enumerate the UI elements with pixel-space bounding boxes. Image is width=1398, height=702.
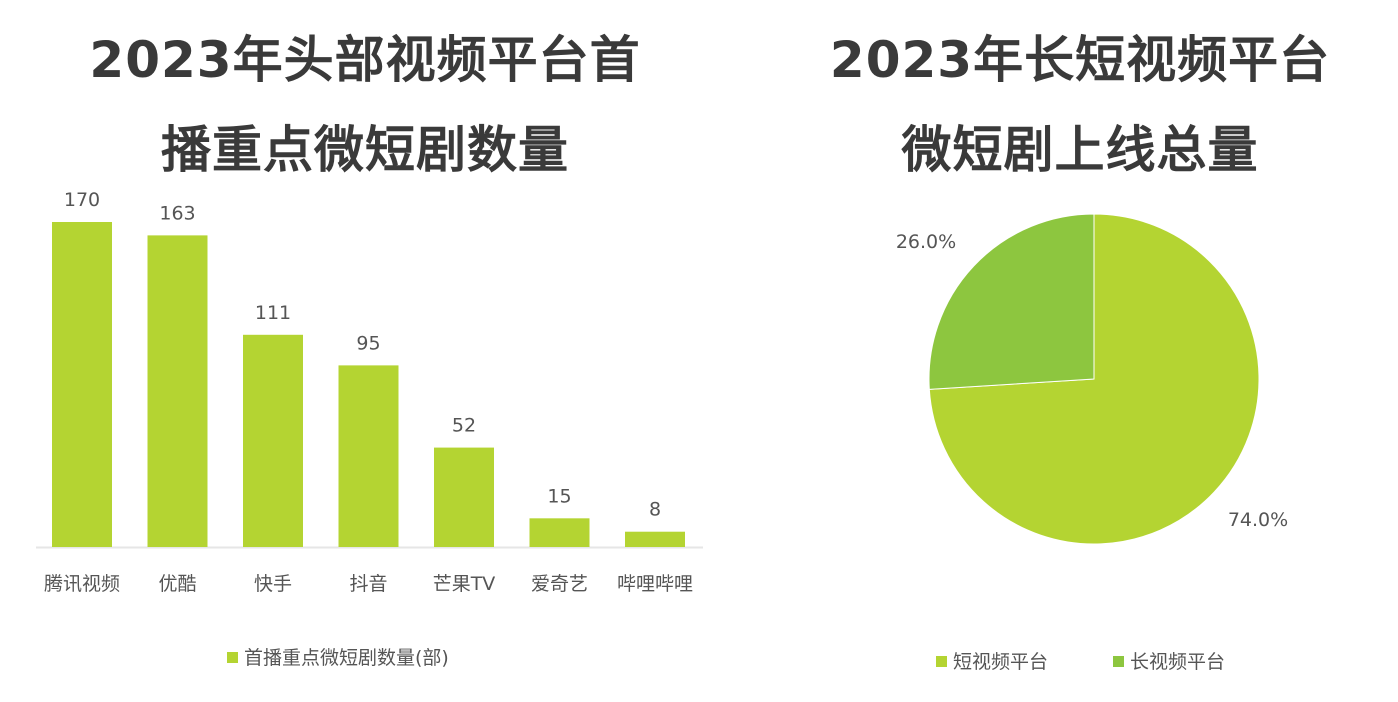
pie-slice-2 <box>928 213 1095 390</box>
bar-4 <box>338 365 399 547</box>
x-tick-label: 芒果TV <box>433 573 496 595</box>
pie-title-line2: 微短剧上线总量 <box>901 121 1259 179</box>
legend-label: 首播重点微短剧数量(部) <box>244 647 449 669</box>
pie-chart-title: 2023年长短视频平台 微短剧上线总量 <box>760 15 1398 195</box>
pie-label-short: 74.0% <box>1228 509 1288 531</box>
bar-3 <box>243 334 303 547</box>
bar-value-label: 111 <box>255 302 291 324</box>
bar-title-line2: 播重点微短剧数量 <box>161 121 569 179</box>
x-tick-label: 腾讯视频 <box>44 573 120 595</box>
legend-label-long: 长视频平台 <box>1130 651 1225 673</box>
bar-value-label: 15 <box>547 485 571 507</box>
pie-title-line1: 2023年长短视频平台 <box>829 31 1331 89</box>
x-tick-label: 快手 <box>254 573 292 595</box>
bar-6 <box>529 518 590 547</box>
legend-swatch <box>227 652 238 663</box>
bar-2 <box>147 235 208 547</box>
bar-1 <box>52 222 112 547</box>
legend-label-short: 短视频平台 <box>953 651 1048 673</box>
x-tick-label: 优酷 <box>158 573 196 595</box>
bar-7 <box>625 531 685 547</box>
x-tick-label: 抖音 <box>349 573 387 595</box>
bar-value-label: 52 <box>452 415 476 437</box>
bar-chart-title: 2023年头部视频平台首 播重点微短剧数量 <box>20 15 710 195</box>
bar-5 <box>434 447 494 547</box>
bar-title-line1: 2023年头部视频平台首 <box>89 31 641 89</box>
bar-value-label: 95 <box>356 332 380 354</box>
bar-value-label: 163 <box>159 202 195 224</box>
x-tick-label: 哔哩哔哩 <box>617 573 693 595</box>
x-tick-label: 爱奇艺 <box>531 573 588 595</box>
legend-swatch-long <box>1113 656 1124 667</box>
pie-label-long: 26.0% <box>896 231 956 253</box>
bar-value-label: 8 <box>649 499 661 521</box>
legend-swatch-short <box>936 656 947 667</box>
bar-value-label: 170 <box>64 189 100 211</box>
